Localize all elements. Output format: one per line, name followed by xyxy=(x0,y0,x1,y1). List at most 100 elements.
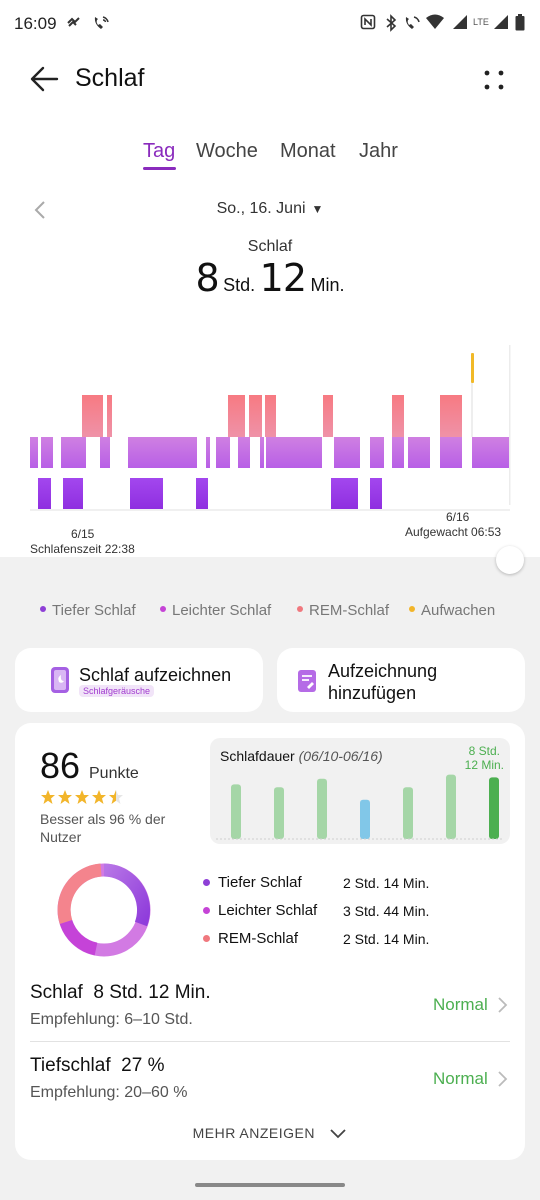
chart-start-label: Schlafenszeit 22:38 xyxy=(30,542,135,556)
add-record-button[interactable]: Aufzeichnung hinzufügen xyxy=(277,648,525,712)
legend-item: REM-Schlaf xyxy=(297,602,389,619)
deep-sleep-row[interactable]: Tiefschlaf 27 % Empfehlung: 20–60 % Norm… xyxy=(15,1048,525,1110)
home-indicator[interactable] xyxy=(195,1183,345,1187)
row-status: Normal xyxy=(433,1069,488,1088)
wifi-call-icon xyxy=(403,14,421,38)
sleep-score: 86 xyxy=(40,745,81,786)
signal-icon xyxy=(452,14,468,36)
deep-block xyxy=(196,478,208,509)
deep-block xyxy=(63,478,83,509)
rem-block xyxy=(323,395,333,437)
star-icon xyxy=(92,790,106,804)
sleep-minutes: 12 xyxy=(259,256,307,300)
more-options-icon[interactable] xyxy=(482,68,506,92)
sleep-sounds-badge: Schlafgeräusche xyxy=(79,685,155,697)
rem-block xyxy=(392,395,404,437)
chevron-right-icon xyxy=(498,997,508,1013)
weekly-duration-bar xyxy=(317,778,327,839)
row-title: Tiefschlaf 27 % xyxy=(30,1055,165,1076)
sleep-score-unit: Punkte xyxy=(89,765,139,782)
status-bar: 16:09 LTE xyxy=(0,0,540,48)
deep-block xyxy=(130,478,163,509)
weekly-duration-bar xyxy=(446,774,456,839)
status-time: 16:09 xyxy=(14,14,57,33)
row-status: Normal xyxy=(433,995,488,1014)
rem-block xyxy=(107,395,112,437)
deep-block xyxy=(38,478,51,509)
recent-call-icon xyxy=(66,14,82,36)
row-title: Schlaf 8 Std. 12 Min. xyxy=(30,982,211,1003)
chart-end-label: Aufgewacht 06:53 xyxy=(405,525,502,539)
record-sleep-button[interactable]: Schlaf aufzeichnen Schlafgeräusche xyxy=(15,648,263,712)
rating-stars xyxy=(40,789,130,805)
battery-icon xyxy=(515,14,525,37)
weekly-duration-bar xyxy=(489,777,499,839)
breakdown-deep-value: 2 Std. 14 Min. xyxy=(343,875,430,891)
rem-sleep-dot xyxy=(203,935,210,942)
breakdown-rem-value: 2 Std. 14 Min. xyxy=(343,931,430,947)
row-divider xyxy=(30,1041,510,1042)
wifi-icon xyxy=(425,14,445,36)
show-more-button[interactable]: MEHR ANZEIGEN xyxy=(0,1125,540,1141)
tab-jahr[interactable]: Jahr xyxy=(359,140,398,162)
score-comparison: Besser als 96 % der Nutzer xyxy=(40,811,166,845)
chart-scrubber-handle[interactable] xyxy=(496,546,524,574)
sleep-hypnogram xyxy=(0,340,540,520)
record-sleep-icon xyxy=(51,667,69,693)
date-label: So., 16. Juni xyxy=(216,200,306,217)
sleep-minutes-unit: Min. xyxy=(310,275,345,295)
deep-sleep-dot xyxy=(203,879,210,886)
legend-item: Aufwachen xyxy=(409,602,495,619)
show-more-label: MEHR ANZEIGEN xyxy=(192,1125,315,1141)
weekly-chart-title: Schlafdauer (06/10-06/16) xyxy=(220,748,383,764)
chart-start-date: 6/15 xyxy=(71,527,95,541)
breakdown-light-label: Leichter Schlaf xyxy=(218,902,318,919)
star-icon xyxy=(75,790,89,804)
nfc-icon xyxy=(360,14,376,36)
date-selector[interactable]: So., 16. Juni ▼ xyxy=(0,200,540,218)
rem-block xyxy=(249,395,262,437)
caret-down-icon: ▼ xyxy=(311,202,324,216)
row-recommendation: Empfehlung: 6–10 Std. xyxy=(30,1011,193,1028)
sleep-hours-unit: Std. xyxy=(223,275,256,295)
rem-block xyxy=(228,395,245,437)
previous-day-chevron-icon[interactable] xyxy=(30,198,50,222)
tab-woche[interactable]: Woche xyxy=(196,140,258,162)
back-icon[interactable] xyxy=(28,62,62,96)
weekly-duration-bar xyxy=(403,787,413,839)
weekly-chart-value: 8 Std. 12 Min. xyxy=(464,744,504,772)
bluetooth-icon xyxy=(385,14,397,38)
breakdown-light-value: 3 Std. 44 Min. xyxy=(343,903,430,919)
chevron-down-icon xyxy=(330,1129,347,1139)
row-recommendation: Empfehlung: 20–60 % xyxy=(30,1084,188,1101)
tab-underline xyxy=(143,167,176,170)
weekly-duration-chart[interactable]: Schlafdauer (06/10-06/16) 8 Std. 12 Min. xyxy=(210,738,510,844)
tab-monat[interactable]: Monat xyxy=(280,140,336,162)
wifi-calling-icon xyxy=(92,14,110,38)
legend-item: Tiefer Schlaf xyxy=(40,602,136,619)
chevron-right-icon xyxy=(498,1071,508,1087)
tab-tag[interactable]: Tag xyxy=(143,140,176,162)
breakdown-rem-label: REM-Schlaf xyxy=(218,930,299,947)
weekly-duration-bar xyxy=(231,784,241,839)
star-icon xyxy=(41,790,55,804)
page-title: Schlaf xyxy=(75,64,145,92)
legend-item: Leichter Schlaf xyxy=(160,602,271,619)
rem-block xyxy=(265,395,276,437)
sleep-label: Schlaf xyxy=(247,238,293,255)
record-sleep-label: Schlaf aufzeichnen xyxy=(79,665,232,685)
sleep-duration-row[interactable]: Schlaf 8 Std. 12 Min. Empfehlung: 6–10 S… xyxy=(15,975,525,1037)
rem-block xyxy=(82,395,103,437)
add-record-label-line2: hinzufügen xyxy=(328,683,417,703)
sleep-total: 8 Std. 12 Min. xyxy=(0,256,540,300)
weekly-chart-range: (06/10-06/16) xyxy=(298,748,383,764)
chart-end-date: 6/16 xyxy=(446,510,470,524)
sleep-hours: 8 xyxy=(195,256,220,300)
deep-block xyxy=(370,478,382,509)
rem-block xyxy=(440,395,462,437)
deep-block xyxy=(331,478,358,509)
weekly-duration-bar xyxy=(274,787,284,839)
breakdown-deep-label: Tiefer Schlaf xyxy=(218,874,302,891)
star-icon xyxy=(109,790,123,804)
weekly-duration-bar xyxy=(360,799,370,839)
